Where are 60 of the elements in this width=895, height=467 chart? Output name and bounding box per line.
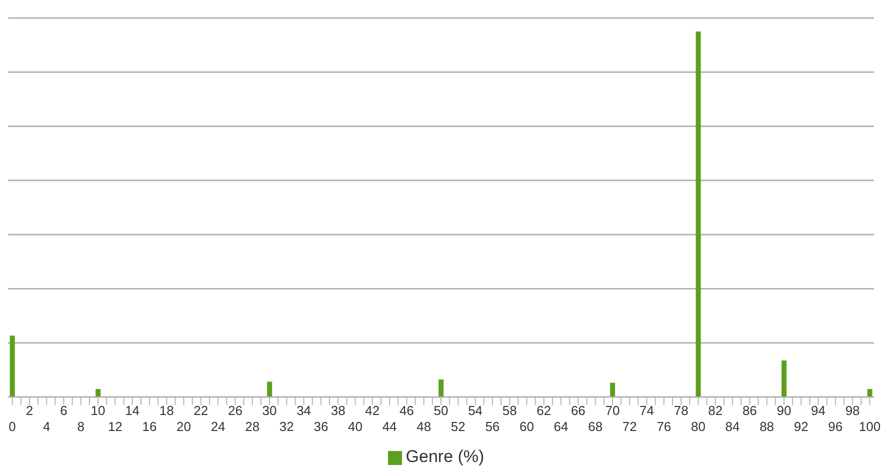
x-tick-label: 24 bbox=[210, 419, 226, 434]
x-tick-label: 94 bbox=[811, 403, 826, 418]
x-tick-label: 76 bbox=[656, 419, 672, 434]
x-tick-label: 64 bbox=[554, 419, 568, 434]
legend-label: Genre (%) bbox=[406, 447, 484, 466]
x-tick-label: 70 bbox=[605, 403, 620, 418]
x-tick-label: 30 bbox=[262, 403, 277, 418]
x-tick-label: 26 bbox=[228, 403, 242, 418]
x-tick-label: 38 bbox=[330, 403, 346, 418]
x-tick-label: 50 bbox=[434, 403, 448, 418]
x-tick-label: 46 bbox=[399, 403, 414, 418]
bar bbox=[782, 360, 787, 397]
x-tick-label: 98 bbox=[845, 403, 860, 418]
bar bbox=[696, 32, 701, 397]
x-tick-label: 54 bbox=[468, 403, 483, 418]
x-tick-label: 34 bbox=[296, 403, 312, 418]
x-tick-label: 78 bbox=[674, 403, 688, 418]
x-tick-label: 44 bbox=[382, 419, 397, 434]
x-tick-label: 56 bbox=[485, 419, 500, 434]
bar bbox=[867, 388, 872, 397]
x-tick-label: 72 bbox=[622, 419, 637, 434]
x-tick-label: 58 bbox=[502, 403, 517, 418]
bar bbox=[267, 382, 272, 397]
x-tick-label: 6 bbox=[60, 403, 68, 418]
x-tick-label: 48 bbox=[416, 419, 432, 434]
x-tick-label: 42 bbox=[365, 403, 380, 418]
x-tick-label: 74 bbox=[640, 403, 654, 418]
bar bbox=[96, 388, 101, 397]
x-tick-label: 28 bbox=[245, 419, 260, 434]
x-tick-label: 0 bbox=[8, 419, 16, 434]
x-tick-label: 16 bbox=[142, 419, 157, 434]
x-tick-label: 100 bbox=[858, 419, 881, 434]
x-tick-label: 12 bbox=[108, 419, 122, 434]
x-tick-label: 18 bbox=[159, 403, 174, 418]
x-tick-label: 52 bbox=[450, 419, 466, 434]
x-tick-label: 88 bbox=[760, 419, 774, 434]
x-tick-label: 20 bbox=[176, 419, 192, 434]
x-tick-label: 22 bbox=[194, 403, 208, 418]
bar bbox=[438, 379, 444, 397]
x-tick-label: 10 bbox=[90, 403, 106, 418]
x-tick-label: 62 bbox=[536, 403, 552, 418]
bar bbox=[10, 336, 15, 397]
bar bbox=[610, 382, 616, 397]
x-tick-label: 36 bbox=[314, 419, 328, 434]
x-tick-label: 40 bbox=[348, 419, 362, 434]
x-tick-label: 66 bbox=[570, 403, 586, 418]
x-tick-label: 90 bbox=[776, 403, 792, 418]
x-tick-label: 2 bbox=[26, 403, 34, 418]
x-tick-label: 4 bbox=[42, 419, 50, 434]
x-tick-label: 68 bbox=[588, 419, 603, 434]
x-tick-label: 96 bbox=[828, 419, 843, 434]
x-tick-label: 92 bbox=[794, 419, 808, 434]
x-tick-label: 60 bbox=[520, 419, 534, 434]
x-tick-label: 80 bbox=[690, 419, 706, 434]
x-tick-label: 32 bbox=[279, 419, 294, 434]
x-tick-label: 14 bbox=[125, 403, 140, 418]
x-tick-label: 8 bbox=[77, 419, 84, 434]
x-tick-label: 86 bbox=[742, 403, 757, 418]
x-tick-label: 84 bbox=[725, 419, 740, 434]
x-tick-label: 82 bbox=[708, 403, 723, 418]
